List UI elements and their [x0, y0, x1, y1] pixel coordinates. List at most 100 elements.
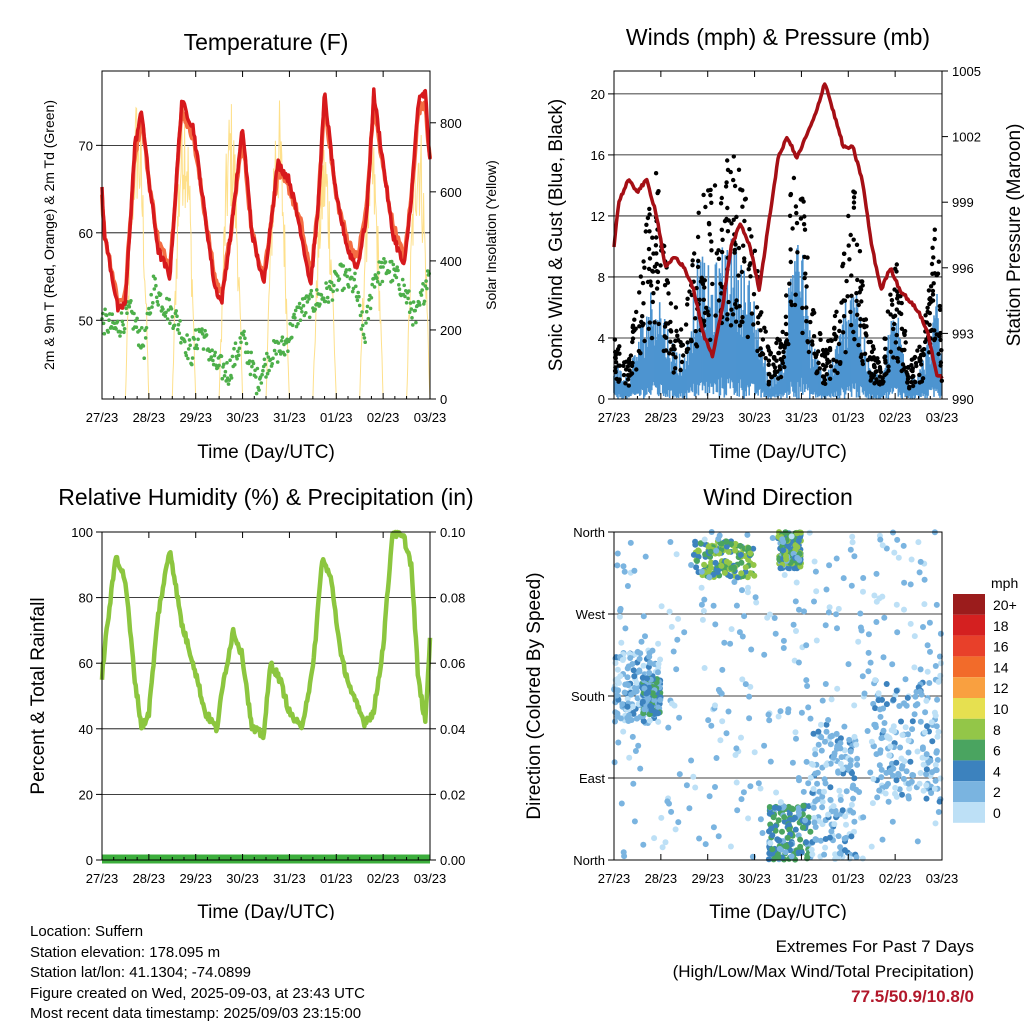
dewpoint-point [257, 388, 261, 392]
dewpoint-point [264, 375, 268, 379]
direction-point [615, 739, 622, 746]
gust-point [936, 351, 941, 357]
direction-point [727, 640, 734, 647]
legend-swatch [953, 656, 985, 678]
direction-point [757, 816, 764, 823]
direction-point [883, 701, 890, 708]
x-tick-label: 28/23 [133, 410, 166, 425]
dewpoint-point [265, 371, 270, 376]
dewpoint-point [226, 382, 231, 386]
dewpoint-point [364, 321, 368, 325]
dewpoint-point [327, 284, 332, 289]
direction-point [636, 655, 643, 662]
direction-point [619, 701, 626, 708]
direction-point [897, 744, 904, 751]
direction-point [640, 718, 647, 725]
direction-point [871, 592, 878, 599]
direction-point [898, 718, 904, 725]
gust-point [683, 322, 689, 327]
direction-point [922, 709, 929, 716]
direction-point [718, 540, 725, 547]
gust-point [741, 243, 746, 248]
dewpoint-point [238, 336, 242, 340]
direction-point [848, 582, 855, 589]
dewpoint-point [190, 356, 195, 360]
t2m-line [100, 87, 432, 313]
dewpoint-point [315, 288, 319, 292]
direction-point [803, 758, 810, 765]
gust-point [693, 329, 698, 334]
direction-point [742, 681, 749, 688]
dewpoint-point [368, 306, 373, 311]
gust-point [703, 204, 708, 210]
direction-point [739, 676, 746, 683]
dewpoint-point [118, 334, 122, 338]
gust-point [856, 342, 861, 348]
dewpoint-point [204, 333, 209, 337]
gust-point [851, 189, 856, 194]
dewpoint-point [196, 337, 200, 342]
gust-point [910, 383, 916, 389]
gust-point [912, 356, 917, 361]
wind-speed-legend: mph 20+ 18 16 14 12 10 8 6 4 2 0 [953, 575, 1018, 823]
direction-point [814, 769, 821, 776]
direction-point [718, 562, 725, 569]
direction-point [666, 608, 673, 615]
dewpoint-point [228, 358, 232, 363]
x-tick-label: 31/23 [273, 410, 306, 425]
x-tick-label: 29/23 [691, 410, 724, 425]
gust-point [642, 338, 647, 344]
dewpoint-point [326, 300, 331, 304]
dewpoint-point [144, 326, 149, 330]
direction-point [672, 826, 679, 833]
direction-point [714, 569, 721, 575]
direction-point [780, 637, 787, 644]
direction-point [813, 588, 820, 595]
direction-point [769, 850, 776, 857]
gust-point [709, 239, 714, 244]
direction-point [668, 623, 675, 630]
gust-point [628, 353, 634, 358]
dewpoint-point [359, 327, 364, 331]
gust-point [900, 348, 905, 353]
direction-point [641, 706, 648, 713]
direction-point [655, 710, 662, 717]
dewpoint-point [120, 319, 125, 324]
dewpoint-point [345, 274, 350, 279]
direction-point [719, 666, 726, 673]
gust-point [747, 263, 752, 268]
gust-point [718, 281, 723, 286]
gust-point [931, 281, 936, 286]
y-tick-label: 20 [79, 787, 93, 802]
direction-point [688, 562, 695, 568]
gust-point [891, 355, 896, 360]
direction-point [819, 804, 826, 811]
direction-point [611, 759, 618, 766]
direction-point [901, 606, 907, 613]
gust-point [754, 305, 760, 310]
gust-point [885, 309, 891, 314]
dewpoint-point [420, 288, 425, 292]
gust-point [646, 266, 652, 272]
direction-point [745, 584, 751, 591]
direction-point [811, 814, 818, 821]
direction-point [924, 723, 930, 730]
dewpoint-point [103, 307, 107, 312]
gust-point [656, 321, 661, 327]
direction-point [847, 757, 854, 764]
direction-point [612, 718, 618, 725]
gust-point [639, 319, 644, 325]
direction-point [794, 530, 801, 537]
direction-point [911, 664, 918, 671]
gust-point [865, 357, 871, 363]
x-tick-label: 29/23 [179, 871, 212, 886]
direction-point [617, 673, 624, 680]
dewpoint-point [195, 346, 200, 351]
dewpoint-point [125, 311, 129, 316]
direction-point [916, 569, 923, 576]
dewpoint-point [294, 324, 299, 329]
legend-swatch [953, 781, 985, 802]
y-right-tick-label: 0.08 [440, 591, 465, 606]
direction-point [692, 541, 699, 548]
direction-point [657, 697, 664, 703]
